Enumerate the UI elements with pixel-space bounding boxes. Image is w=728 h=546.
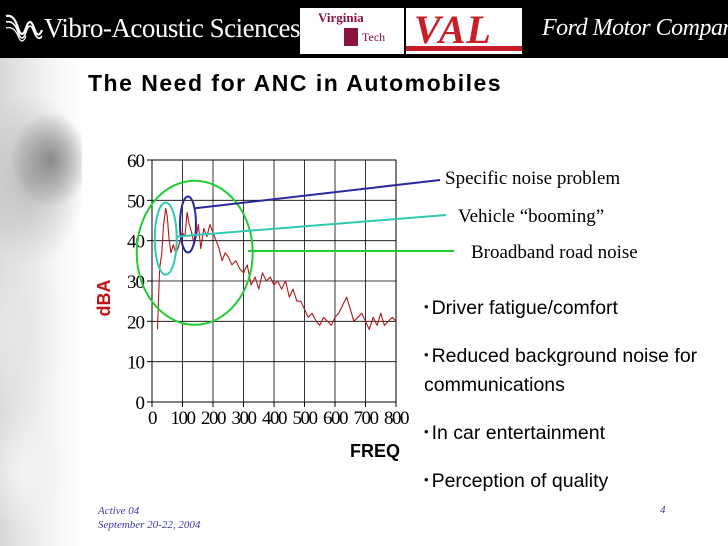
specific-noise-label: Specific noise problem	[445, 168, 620, 189]
x-axis-label: FREQ	[350, 441, 400, 461]
virginia-tech-logo: Virginia Tech	[300, 8, 404, 54]
bullet-item: • In car entertainment	[424, 422, 605, 444]
y-tick-label: 40	[127, 232, 145, 253]
x-tick-label: 500	[293, 408, 318, 429]
booming-label: Vehicle “booming”	[458, 206, 604, 227]
bullet-item: • Perception of quality	[424, 470, 609, 492]
specific-noise-ellipse	[178, 195, 197, 254]
val-logo: VAL	[406, 7, 522, 54]
y-tick-label: 0	[136, 393, 145, 414]
x-tick-label: 400	[262, 408, 287, 429]
x-tick-label: 700	[354, 408, 379, 429]
vibro-logo-icon	[5, 14, 44, 42]
ford-logo-text: Ford Motor Company	[542, 15, 728, 41]
vt-tower-icon	[344, 28, 358, 46]
y-tick-label: 10	[127, 353, 145, 374]
bullet-item: • Reduced background noise for communicat…	[424, 345, 698, 396]
bullet-dot-icon: •	[424, 424, 429, 439]
x-tick-label: 300	[232, 408, 257, 429]
bullet-dot-icon: •	[424, 347, 429, 362]
y-axis-label: dBA	[94, 280, 114, 317]
x-tick-label: 100	[171, 408, 196, 429]
slide-title: The Need for ANC in Automobiles	[88, 70, 503, 96]
broadband-noise-label: Broadband road noise	[471, 242, 638, 263]
val-logo-text: VAL	[414, 7, 492, 52]
logo-header-bar: Vibro-Acoustic Sciences Virginia Tech VA…	[0, 0, 728, 58]
x-tick-label: 0	[148, 408, 157, 429]
y-tick-label: 60	[127, 151, 145, 172]
tech-logo-text: Tech	[362, 30, 386, 44]
booming-ellipse	[153, 201, 178, 276]
specific-noise-leader-line	[193, 179, 441, 210]
spectrum-series-line	[156, 207, 397, 330]
bullet-dot-icon: •	[424, 299, 429, 314]
footer-conference: Active 04 September 20-22, 2004	[98, 504, 200, 532]
x-tick-label: 200	[201, 408, 226, 429]
virginia-logo-text: Virginia	[318, 10, 364, 25]
x-tick-label: 600	[323, 408, 348, 429]
bullet-dot-icon: •	[424, 472, 429, 487]
booming-leader-line	[175, 214, 447, 238]
footer-conference-name: Active 04	[98, 505, 140, 517]
page-number: 4	[660, 504, 666, 516]
val-logo-strip	[406, 46, 522, 51]
y-tick-label: 50	[127, 191, 145, 212]
bullet-item: • Driver fatigue/comfort	[424, 297, 618, 319]
face-photo-border	[0, 0, 82, 546]
bullet-list: • Driver fatigue/comfort • Reduced backgro…	[424, 292, 724, 513]
y-tick-label: 20	[127, 312, 145, 333]
footer-conference-dates: September 20-22, 2004	[98, 519, 201, 531]
vibro-acoustic-logo-text: Vibro-Acoustic Sciences	[44, 13, 301, 43]
x-tick-label: 800	[384, 408, 409, 429]
broadband-noise-circle	[135, 179, 254, 326]
